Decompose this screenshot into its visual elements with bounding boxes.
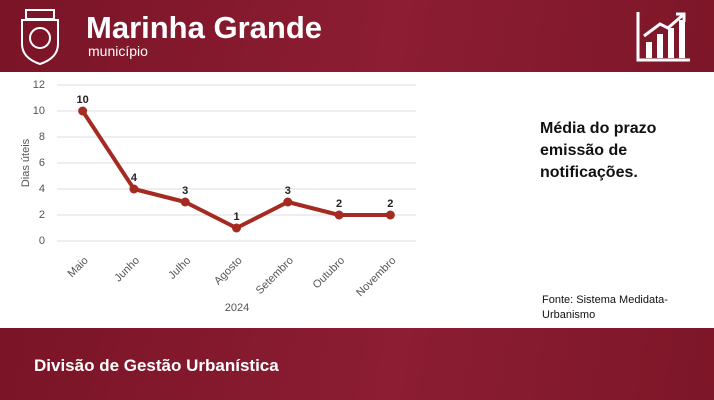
y-tick-label: 4 [39,183,45,195]
x-tick-label: Novembro [354,255,398,299]
x-tick-label: Outubro [311,255,348,292]
point [334,210,344,220]
data-label: 1 [233,211,239,223]
point [78,106,88,116]
logo [21,9,59,66]
point [180,197,190,207]
x-tick-label: Agosto [212,255,245,288]
point [129,184,139,194]
y-tick-label: 2 [39,209,45,221]
point [283,197,293,207]
y-tick-label: 6 [39,157,45,169]
source: Fonte: Sistema Medidata-Urbanismo [542,294,668,321]
x-tick-label: Setembro [254,255,296,297]
y-axis-title: Dias úteis [20,138,32,187]
footer-band [0,328,714,400]
header-subtitle: município [88,43,148,59]
x-tick-label: Julho [166,255,193,282]
x-tick-label: Junho [112,255,142,285]
header-band [0,0,714,72]
y-tick-label: 0 [39,235,45,247]
data-label: 3 [285,185,291,197]
point [385,210,395,220]
data-label: 4 [131,172,138,184]
x-tick-label: Maio [65,255,90,280]
header-title: Marinha Grande [86,10,322,45]
note: Média do prazo emissão de notificações. [540,120,657,181]
x-axis-title: 2024 [225,302,249,314]
point [232,223,241,233]
y-tick-label: 10 [33,105,45,117]
data-label: 10 [77,94,89,106]
y-tick-label: 12 [33,79,45,91]
data-label: 3 [182,185,188,197]
chart-icon [636,12,690,62]
y-tick-label: 8 [39,131,45,143]
data-label: 2 [336,198,342,210]
footer-text: Divisão de Gestão Urbanística [34,356,279,375]
data-label: 2 [387,198,393,210]
